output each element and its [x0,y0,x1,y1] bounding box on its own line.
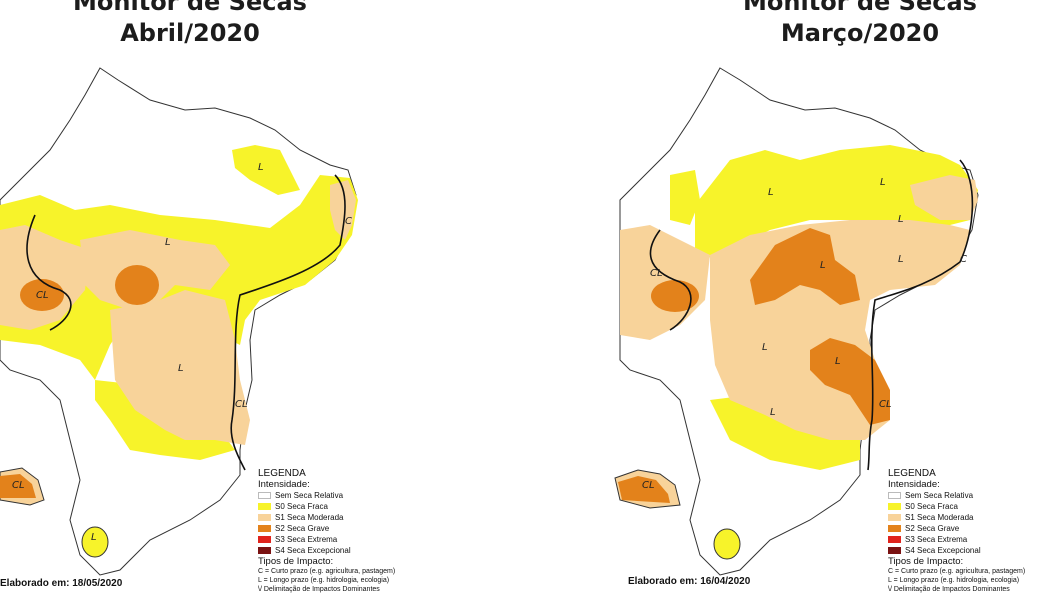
region-label: L [898,214,904,225]
region-label: L [165,237,171,248]
legend: LEGENDA Intensidade: Sem Seca Relativa S… [888,468,1025,594]
legend-item-s4: S4 Seca Excepcional [258,545,395,556]
s0-area-southeast [713,528,741,560]
s2-area-west [651,280,699,312]
s1-area-northeast [910,175,978,220]
region-label: L [835,356,841,367]
legend-impact-long: L = Longo prazo (e.g. hidrologia, ecolog… [258,577,390,584]
legend-item-s2: S2 Seca Grave [888,523,1025,534]
region-label: L [91,532,97,543]
s0-area-south [710,395,860,470]
s1-area-central [710,220,970,440]
legend-title: LEGENDA [258,468,306,479]
legend-item-s1: S1 Seca Moderada [888,512,1025,523]
legend-item-sem-seca: Sem Seca Relativa [888,490,1025,501]
s0-area-southeast [81,526,109,558]
region-label: CL [36,290,49,301]
title-line-1: Monitor de Secas [743,0,977,16]
region-label: C [960,254,967,265]
region-label: CL [879,399,892,410]
region-label: L [770,407,776,418]
s2-area-southwest [0,474,36,498]
legend-item-s1: S1 Seca Moderada [258,512,395,523]
legend-impact-label: Tipos de Impacto: [888,556,964,567]
legend-item-s4: S4 Seca Excepcional [888,545,1025,556]
impact-line-east [230,174,346,471]
impact-line-cl-west [649,229,692,331]
region-label: CL [235,399,248,410]
map-title: Monitor de Secas Março/2020 [670,0,1050,49]
legend-item-sem-seca: Sem Seca Relativa [258,490,395,501]
legend-impact-label: Tipos de Impacto: [258,556,334,567]
legend-impact-short: C = Curto prazo (e.g. agricultura, pasta… [888,568,1026,575]
region-label: L [880,177,886,188]
region-label: CL [650,268,663,279]
region-label: L [820,260,826,271]
impact-line-cl-west [26,214,72,331]
legend-intensity-label: Intensidade: [888,479,940,490]
s1-area-west [0,225,90,330]
s2-area-central [115,265,159,305]
s2-area-south [810,338,890,425]
legend-impact-long: L = Longo prazo (e.g. hidrologia, ecolog… [888,577,1020,584]
legend-item-s3: S3 Seca Extrema [258,534,395,545]
legend-impact-short: C = Curto prazo (e.g. agricultura, pasta… [258,568,396,575]
s1-area-south [110,290,250,445]
region-label: CL [12,480,25,491]
s2-area-southwest [618,476,670,503]
region-label: L [762,342,768,353]
title-line-1: Monitor de Secas [73,0,307,16]
legend-impact-delimitation: \/ Delimitação de Impactos Dominantes [888,586,1010,593]
legend-item-s3: S3 Seca Extrema [888,534,1025,545]
legend-title: LEGENDA [888,468,936,479]
drought-map-abril: L L CL L CL C CL L [0,67,358,576]
legend-item-s0: S0 Seca Fraca [258,501,395,512]
map-panel-abril: Monitor de Secas Abril/2020 L L CL L CL … [0,0,395,594]
elaborado-date: Elaborado em: 16/04/2020 [628,576,751,587]
legend-item-s0: S0 Seca Fraca [888,501,1025,512]
map-title: Monitor de Secas Abril/2020 [0,0,380,49]
title-line-2: Março/2020 [780,19,940,47]
s0-area-north [695,145,978,260]
legend-impact-delimitation: \/ Delimitação de Impactos Dominantes [258,586,380,593]
s0-area-west [670,170,700,225]
s0-area-north [232,145,300,195]
impact-line-east [867,159,974,471]
region-label: C [345,216,352,227]
region-label: CL [642,480,655,491]
legend-item-s2: S2 Seca Grave [258,523,395,534]
s1-area-east [330,180,356,240]
s2-area-north [750,228,860,305]
legend-intensity-label: Intensidade: [258,479,310,490]
region-label: L [258,162,264,173]
legend: LEGENDA Intensidade: Sem Seca Relativa S… [258,468,395,594]
region-label: L [768,187,774,198]
region-label: L [898,254,904,265]
region-label: L [178,363,184,374]
title-line-2: Abril/2020 [120,19,260,47]
drought-map-marco: L L L L CL L L L CL C CL L [614,67,979,576]
map-panel-marco: Monitor de Secas Março/2020 L L L L CL L… [530,0,1059,595]
elaborado-date: Elaborado em: 18/05/2020 [0,578,123,589]
